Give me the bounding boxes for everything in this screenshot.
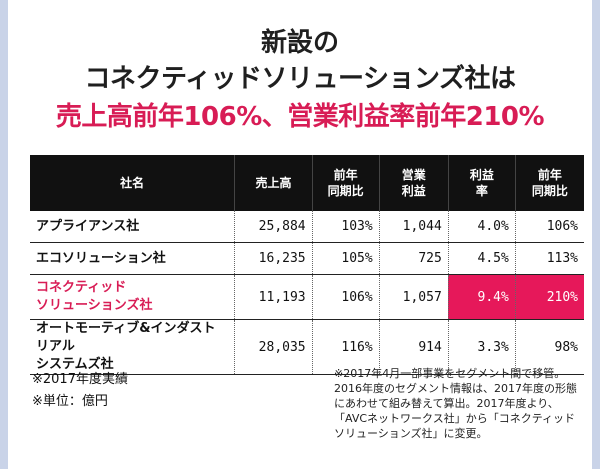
infographic-card: 新設の コネクティッドソリューションズ社は 売上高前年106%、営業利益率前年2…	[8, 0, 592, 469]
headline-highlight: 売上高前年106%、営業利益率前年210%	[55, 102, 545, 132]
margin-yoy-value: 113%	[515, 242, 584, 275]
sales-value: 28,035	[234, 319, 313, 375]
sales-value: 16,235	[234, 242, 313, 275]
sales-yoy-value: 105%	[312, 242, 380, 275]
sales-value: 11,193	[234, 274, 313, 320]
col-header-op-profit: 営業 利益	[379, 155, 449, 211]
note-fiscal-year: ※2017年度実績	[32, 372, 128, 387]
table-row: エコソリューション社 16,235 105% 725 4.5% 113%	[30, 242, 584, 275]
sales-value: 25,884	[234, 211, 313, 243]
op-profit-value: 725	[379, 242, 449, 275]
notes-left: ※2017年度実績 ※単位：億円	[32, 369, 128, 413]
op-profit-value: 1,057	[379, 274, 449, 320]
col-header-margin-yoy: 前年 同期比	[515, 155, 584, 211]
title-line-1: 新設の	[260, 28, 339, 58]
col-header-margin: 利益 率	[448, 155, 516, 211]
margin-yoy-value: 106%	[515, 211, 584, 243]
table-header-row: 社名 売上高 前年 同期比 営業 利益 利益 率 前年 同期比	[30, 155, 584, 211]
col-header-sales: 売上高	[234, 155, 313, 211]
table-row: アプライアンス社 25,884 103% 1,044 4.0% 106%	[30, 211, 584, 243]
margin-value: 3.3%	[448, 319, 516, 375]
note-unit: ※単位：億円	[32, 394, 108, 409]
margin-value: 4.0%	[448, 211, 516, 243]
op-profit-value: 1,044	[379, 211, 449, 243]
company-name: コネクティッド ソリューションズ社	[30, 274, 236, 320]
margin-yoy-value: 98%	[515, 319, 584, 375]
company-name: オートモーティブ&インダストリアル システムズ社	[30, 319, 236, 375]
op-profit-value: 914	[379, 319, 449, 375]
segment-results-table: 社名 売上高 前年 同期比 営業 利益 利益 率 前年 同期比 アプライアンス社…	[30, 155, 584, 375]
margin-value-highlight: 9.4%	[448, 274, 516, 320]
margin-value: 4.5%	[448, 242, 516, 275]
table-row-highlighted: コネクティッド ソリューションズ社 11,193 106% 1,057 9.4%…	[30, 274, 584, 320]
sales-yoy-value: 116%	[312, 319, 380, 375]
margin-yoy-value-highlight: 210%	[515, 274, 584, 320]
col-header-name: 社名	[30, 155, 236, 211]
sales-yoy-value: 106%	[312, 274, 380, 320]
company-name: アプライアンス社	[30, 211, 236, 243]
company-name: エコソリューション社	[30, 242, 236, 275]
note-segment-transfer: ※2017年4月一部事業をセグメント間で移管。2016年度のセグメント情報は、2…	[334, 367, 577, 440]
sales-yoy-value: 103%	[312, 211, 380, 243]
col-header-sales-yoy: 前年 同期比	[312, 155, 380, 211]
title-line-2: コネクティッドソリューションズ社は	[84, 64, 516, 94]
table-row: オートモーティブ&インダストリアル システムズ社 28,035 116% 914…	[30, 319, 584, 375]
